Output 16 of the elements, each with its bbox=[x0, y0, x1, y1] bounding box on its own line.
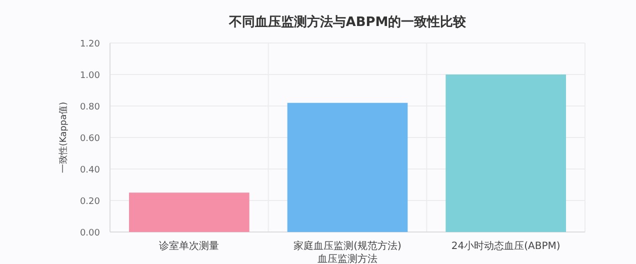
y-tick-label: 1.00 bbox=[80, 71, 100, 81]
y-axis-title: 一致性(Kappa值) bbox=[58, 102, 69, 174]
x-tick-label: 24小时动态血压(ABPM) bbox=[451, 240, 560, 252]
y-tick-label: 0.40 bbox=[80, 166, 100, 176]
chart-title: 不同血压监测方法与ABPM的一致性比较 bbox=[228, 14, 468, 30]
x-axis-title: 血压监测方法 bbox=[318, 253, 378, 264]
bar bbox=[446, 74, 566, 232]
y-tick-label: 0.80 bbox=[80, 102, 100, 112]
x-tick-label: 诊室单次测量 bbox=[159, 240, 220, 252]
y-tick-label: 0.20 bbox=[80, 197, 100, 207]
x-tick-label: 家庭血压监测(规范方法) bbox=[294, 240, 402, 252]
y-tick-label: 0.60 bbox=[80, 134, 100, 144]
y-tick-label: 0.00 bbox=[80, 228, 100, 238]
bar bbox=[287, 102, 408, 232]
y-tick-label: 1.20 bbox=[80, 40, 100, 50]
bar bbox=[129, 192, 250, 232]
